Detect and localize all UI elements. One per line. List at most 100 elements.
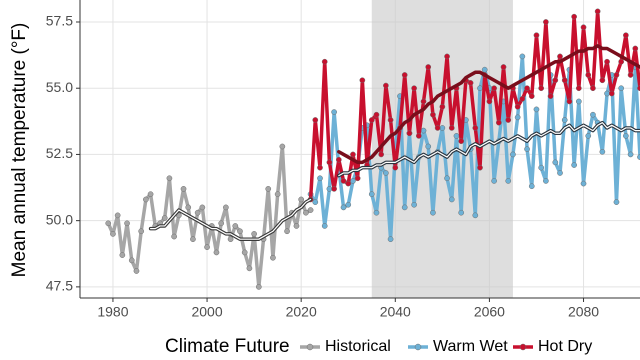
data-point xyxy=(298,196,305,203)
y-tick-label: 50.0 xyxy=(46,211,73,227)
data-point xyxy=(270,254,276,261)
data-point xyxy=(373,209,380,216)
data-point xyxy=(505,117,512,123)
data-point xyxy=(373,111,380,118)
data-point xyxy=(448,125,455,131)
data-point xyxy=(411,201,417,208)
data-point xyxy=(519,95,526,102)
data-point xyxy=(321,223,328,229)
data-point xyxy=(340,178,347,184)
data-point xyxy=(547,93,554,100)
data-point xyxy=(185,204,192,211)
data-point xyxy=(171,233,177,240)
data-point xyxy=(114,212,121,219)
data-point xyxy=(557,170,563,176)
data-point xyxy=(232,223,239,229)
data-point xyxy=(246,265,253,272)
x-tick-label: 1980 xyxy=(97,304,128,320)
data-point xyxy=(486,98,493,105)
data-point xyxy=(345,201,352,208)
data-point xyxy=(599,77,606,84)
axes: 47.5 50.0 52.5 55.0 57.5 1980 2000 2020 2040 2060… xyxy=(46,0,640,320)
data-point xyxy=(199,204,206,211)
data-point xyxy=(307,207,314,213)
data-point xyxy=(491,178,497,184)
data-point xyxy=(608,90,615,97)
legend: Climate Future Historical Warm Wet Hot Dry xyxy=(165,336,592,357)
data-point xyxy=(552,77,559,84)
data-point xyxy=(613,199,620,205)
data-point xyxy=(401,72,408,78)
data-point xyxy=(204,244,210,250)
legend-label: Historical xyxy=(325,338,391,355)
data-point xyxy=(378,151,385,158)
data-point xyxy=(425,64,432,70)
data-point xyxy=(528,183,535,190)
data-point xyxy=(604,58,610,65)
x-tick-label: 2060 xyxy=(474,304,505,320)
data-point xyxy=(571,13,577,20)
data-point xyxy=(383,82,389,89)
data-point xyxy=(406,130,413,137)
data-point xyxy=(585,133,592,139)
data-point xyxy=(110,231,116,237)
data-point xyxy=(237,228,243,235)
data-point xyxy=(241,249,248,256)
data-point xyxy=(180,186,187,192)
data-point xyxy=(124,220,130,227)
data-point xyxy=(279,143,286,150)
data-point xyxy=(133,268,140,274)
data-point xyxy=(637,85,640,92)
legend-swatch-point xyxy=(306,343,314,351)
data-point xyxy=(618,58,625,65)
y-tick-label: 52.5 xyxy=(46,145,73,161)
legend-swatch-point xyxy=(414,343,422,351)
data-point xyxy=(514,103,521,110)
data-point xyxy=(448,196,455,203)
data-point xyxy=(491,85,497,92)
data-point xyxy=(119,252,126,258)
data-point xyxy=(538,85,545,92)
data-point xyxy=(420,127,427,134)
data-point xyxy=(387,117,394,123)
data-point xyxy=(326,186,333,192)
data-point xyxy=(326,159,333,166)
data-point xyxy=(510,151,516,158)
data-point xyxy=(138,228,145,235)
x-tick-label: 2080 xyxy=(568,304,599,320)
data-point xyxy=(218,220,225,227)
data-point xyxy=(411,85,417,92)
data-point xyxy=(255,284,262,290)
trend-line-inner xyxy=(338,45,640,163)
plot-area xyxy=(105,0,640,298)
data-point xyxy=(265,186,272,192)
data-point xyxy=(561,117,568,123)
data-point xyxy=(194,209,201,216)
data-point xyxy=(604,90,610,97)
data-point xyxy=(321,58,328,65)
data-point xyxy=(623,133,629,139)
data-point xyxy=(519,53,526,60)
data-point xyxy=(444,53,450,60)
data-point xyxy=(552,159,559,166)
data-point xyxy=(566,98,573,105)
data-point xyxy=(599,148,606,155)
data-point xyxy=(317,164,323,171)
data-point xyxy=(618,85,625,92)
data-point xyxy=(335,156,342,163)
data-point xyxy=(524,146,530,152)
data-point xyxy=(430,111,436,118)
trend-line-inner xyxy=(149,198,312,240)
data-point xyxy=(477,85,483,92)
data-point xyxy=(312,199,319,205)
data-point xyxy=(467,80,474,86)
data-point xyxy=(331,109,337,115)
legend-label: Warm Wet xyxy=(433,338,508,355)
data-point xyxy=(143,196,149,203)
data-point xyxy=(425,143,432,150)
data-point xyxy=(453,133,460,139)
data-point xyxy=(420,98,427,105)
data-point xyxy=(623,32,629,39)
data-point xyxy=(345,180,352,187)
data-point xyxy=(190,236,196,243)
